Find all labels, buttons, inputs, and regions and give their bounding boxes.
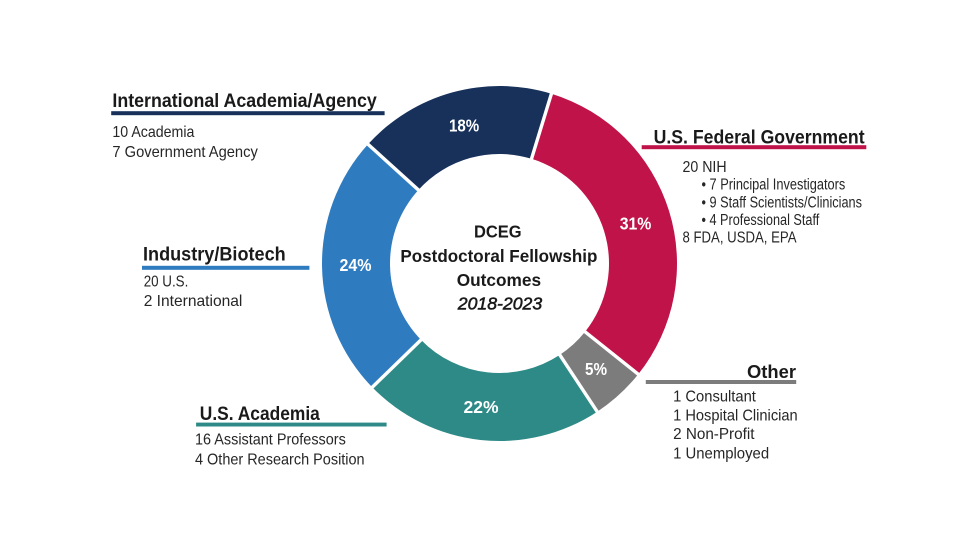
- svg-text:• 9 Staff Scientists/Clinician: • 9 Staff Scientists/Clinicians: [702, 194, 863, 211]
- svg-text:20 U.S.: 20 U.S.: [144, 273, 189, 290]
- svg-text:1 Hospital Clinician: 1 Hospital Clinician: [673, 407, 798, 424]
- svg-text:20 NIH: 20 NIH: [683, 159, 727, 176]
- svg-text:Postdoctoral Fellowship: Postdoctoral Fellowship: [400, 246, 597, 266]
- svg-text:• 4 Professional Staff: • 4 Professional Staff: [702, 212, 820, 229]
- svg-text:7 Government Agency: 7 Government Agency: [112, 144, 257, 161]
- svg-text:22%: 22%: [464, 397, 499, 417]
- svg-text:Outcomes: Outcomes: [457, 270, 542, 290]
- svg-text:2018-2023: 2018-2023: [457, 294, 542, 314]
- svg-text:2 International: 2 International: [144, 293, 243, 310]
- svg-text:4 Other Research Position: 4 Other Research Position: [195, 451, 365, 468]
- svg-text:10 Academia: 10 Academia: [112, 124, 194, 141]
- svg-text:U.S. Academia: U.S. Academia: [200, 403, 320, 425]
- svg-text:1 Unemployed: 1 Unemployed: [673, 446, 769, 463]
- svg-text:8 FDA, USDA, EPA: 8 FDA, USDA, EPA: [683, 230, 797, 247]
- svg-text:16 Assistant Professors: 16 Assistant Professors: [195, 432, 346, 449]
- svg-text:1 Consultant: 1 Consultant: [673, 388, 756, 405]
- svg-text:18%: 18%: [449, 115, 479, 135]
- svg-text:DCEG: DCEG: [474, 222, 522, 242]
- svg-text:2 Non-Profit: 2 Non-Profit: [673, 426, 755, 443]
- svg-text:Other: Other: [747, 361, 796, 382]
- svg-text:24%: 24%: [340, 255, 372, 275]
- svg-text:Industry/Biotech: Industry/Biotech: [143, 244, 286, 266]
- svg-text:U.S. Federal Government: U.S. Federal Government: [654, 126, 865, 148]
- svg-text:• 7 Principal Investigators: • 7 Principal Investigators: [702, 177, 846, 194]
- svg-text:31%: 31%: [620, 213, 652, 233]
- svg-text:International Academia/Agency: International Academia/Agency: [112, 90, 377, 112]
- svg-text:5%: 5%: [585, 359, 607, 379]
